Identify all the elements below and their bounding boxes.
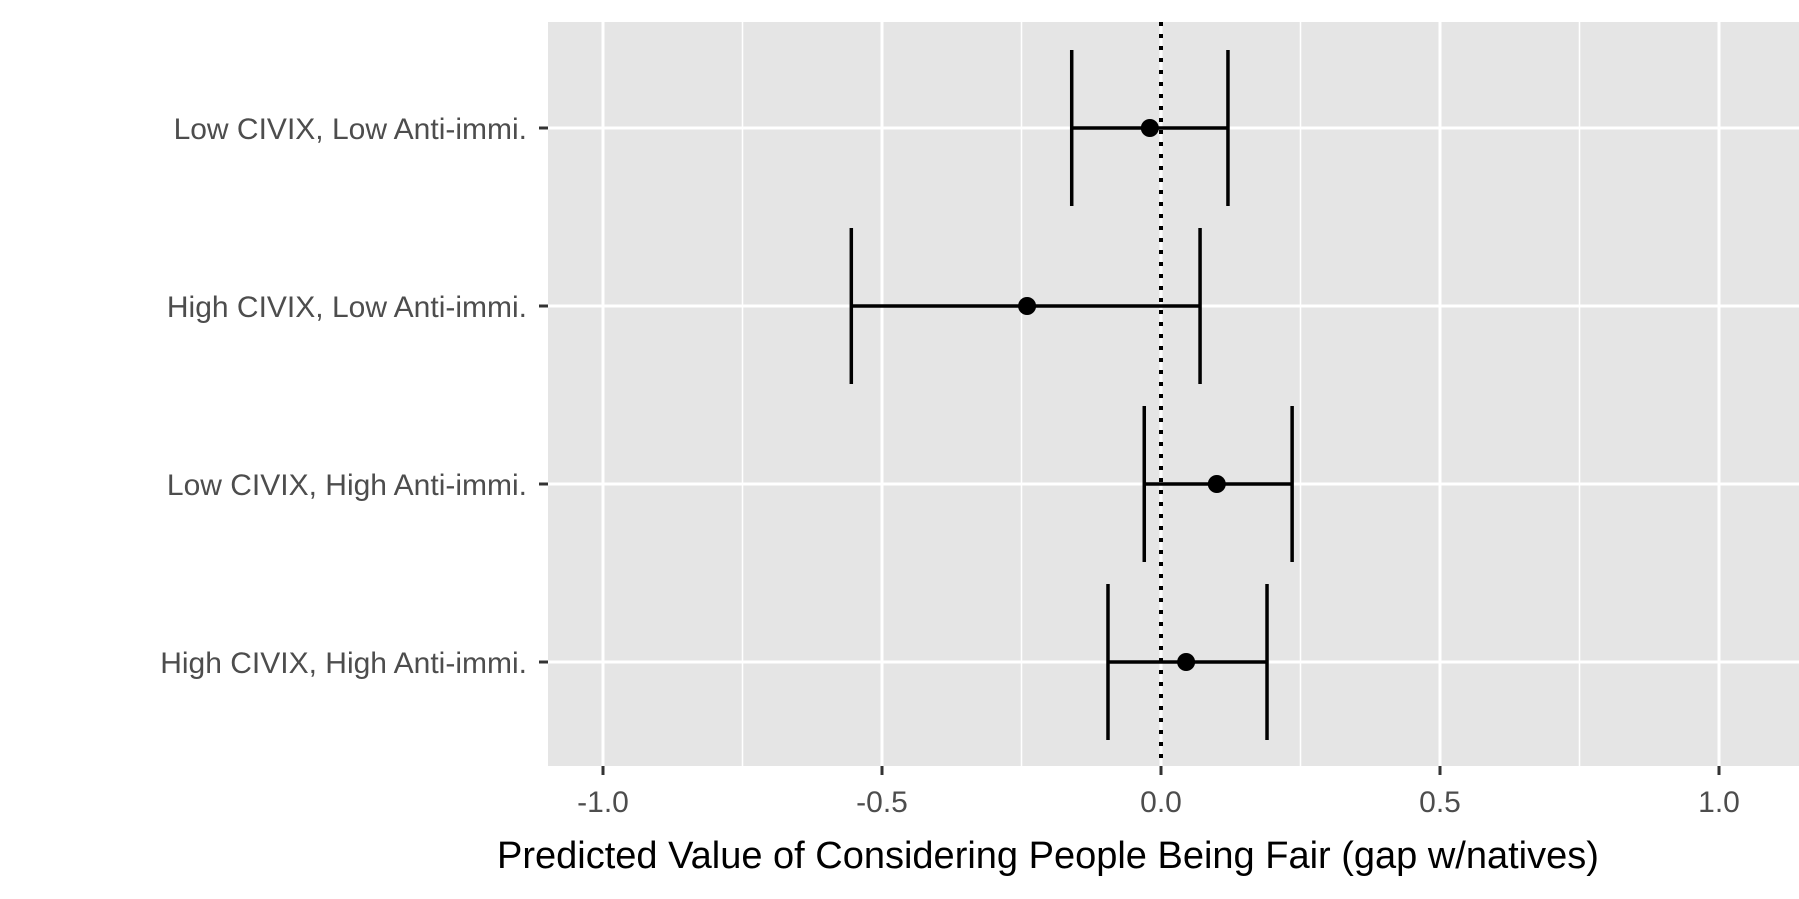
x-tick-label: 0.5 — [1419, 786, 1461, 819]
estimate-row — [1142, 406, 1294, 562]
y-tick-label: High CIVIX, Low Anti-immi. — [167, 291, 527, 324]
minor-gridlines — [741, 22, 1581, 766]
panel-background — [548, 22, 1799, 766]
point-estimate — [1207, 475, 1226, 493]
y-tick-label: Low CIVIX, Low Anti-immi. — [174, 113, 527, 146]
estimate-row — [1069, 50, 1230, 206]
point-estimate — [1140, 119, 1159, 137]
point-estimate — [1177, 653, 1196, 671]
y-tick-label: Low CIVIX, High Anti-immi. — [167, 469, 527, 502]
estimate-marks — [849, 50, 1294, 740]
x-axis-title: Predicted Value of Considering People Be… — [497, 835, 1599, 877]
y-axis: Low CIVIX, Low Anti-immi. High CIVIX, Low… — [160, 113, 548, 680]
x-axis: -1.0 -0.5 0.0 0.5 1.0 — [577, 766, 1740, 819]
x-tick-label: -0.5 — [856, 786, 908, 819]
x-tick-label: -1.0 — [577, 786, 629, 819]
y-tick-label: High CIVIX, High Anti-immi. — [160, 647, 527, 680]
estimate-row — [849, 228, 1202, 384]
estimate-row — [1106, 584, 1269, 740]
x-tick-label: 1.0 — [1698, 786, 1740, 819]
x-tick-label: 0.0 — [1140, 786, 1182, 819]
point-estimate — [1018, 297, 1037, 315]
